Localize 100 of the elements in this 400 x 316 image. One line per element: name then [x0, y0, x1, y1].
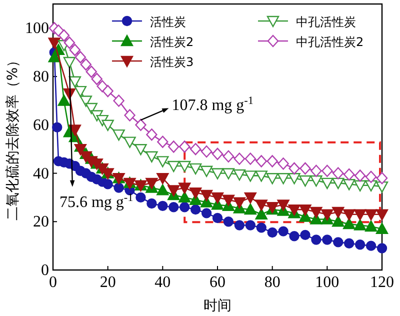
x-axis-title: 时间 — [204, 298, 232, 314]
point — [343, 179, 356, 190]
point — [80, 96, 92, 107]
point — [322, 164, 333, 177]
point — [124, 136, 136, 148]
point — [74, 86, 87, 98]
point — [244, 152, 256, 165]
legend-label: 活性炭3 — [150, 55, 194, 69]
x-tick-label: 100 — [315, 274, 340, 291]
point — [245, 220, 256, 230]
point — [332, 206, 344, 218]
point — [69, 44, 81, 56]
point — [310, 164, 322, 177]
point — [112, 129, 125, 141]
y-tick-label: 20 — [33, 214, 49, 231]
point — [200, 145, 212, 158]
point — [278, 226, 288, 236]
point — [299, 175, 312, 187]
point — [376, 222, 388, 234]
point — [332, 216, 344, 227]
point — [146, 151, 158, 162]
point — [289, 231, 300, 242]
point — [364, 209, 378, 220]
point — [288, 204, 300, 216]
point — [256, 222, 266, 233]
legend-label: 中孔活性炭 — [296, 15, 356, 29]
point — [299, 204, 312, 216]
point — [366, 240, 376, 251]
x-tick-label: 20 — [100, 274, 116, 291]
point — [376, 243, 388, 254]
y-tick-label: 0 — [41, 262, 49, 279]
point — [256, 155, 267, 168]
point — [189, 188, 202, 199]
point — [354, 209, 366, 220]
point — [267, 227, 278, 238]
point — [212, 148, 224, 160]
point — [63, 56, 76, 68]
point — [255, 170, 268, 182]
point — [156, 173, 169, 184]
point — [344, 168, 355, 181]
x-tick-label: 60 — [210, 274, 226, 291]
point — [288, 162, 300, 175]
point — [233, 169, 246, 181]
point — [244, 192, 256, 204]
point — [234, 220, 245, 230]
point — [136, 192, 146, 203]
point — [354, 180, 366, 192]
point — [365, 170, 377, 183]
x-tick-label: 80 — [264, 274, 280, 291]
point — [134, 144, 147, 156]
point — [300, 162, 311, 175]
point — [332, 178, 344, 190]
point — [200, 190, 213, 202]
annotation: 107.8 mg g$^{-1}$ — [172, 95, 254, 114]
point — [168, 185, 180, 196]
point — [354, 219, 366, 230]
point — [343, 218, 356, 230]
point — [102, 120, 114, 132]
y-tick-label: 100 — [25, 20, 49, 38]
y-tick-label: 80 — [33, 68, 49, 86]
point — [113, 94, 124, 107]
point — [234, 152, 246, 165]
point — [190, 142, 202, 156]
point — [277, 173, 290, 184]
y-tick-label: 40 — [33, 165, 49, 182]
point — [300, 230, 310, 240]
legend-label: 中孔活性炭2 — [296, 35, 364, 49]
point — [278, 158, 289, 170]
point — [255, 208, 268, 220]
point — [310, 175, 322, 187]
point — [244, 203, 256, 215]
legend-label: 活性炭2 — [150, 35, 194, 49]
point — [277, 200, 290, 211]
point — [74, 51, 86, 64]
point — [222, 168, 235, 180]
point — [156, 156, 169, 168]
point — [86, 66, 97, 78]
point — [322, 234, 332, 245]
point — [85, 102, 98, 114]
point — [223, 216, 234, 227]
point — [344, 238, 354, 248]
point — [376, 209, 388, 220]
point — [189, 163, 202, 175]
point — [146, 178, 158, 190]
point — [168, 202, 179, 212]
x-tick-label: 120 — [370, 274, 394, 291]
point — [354, 240, 366, 250]
point — [343, 209, 356, 220]
point — [68, 124, 82, 136]
point — [364, 220, 378, 232]
point — [58, 29, 70, 42]
point — [288, 173, 300, 184]
point — [146, 198, 157, 209]
annotation: 75.6 mg g$^{-1}$ — [59, 192, 134, 211]
point — [233, 197, 246, 208]
point — [178, 160, 191, 172]
point — [102, 84, 114, 98]
point — [91, 72, 102, 86]
point — [212, 212, 223, 224]
point — [168, 160, 180, 172]
